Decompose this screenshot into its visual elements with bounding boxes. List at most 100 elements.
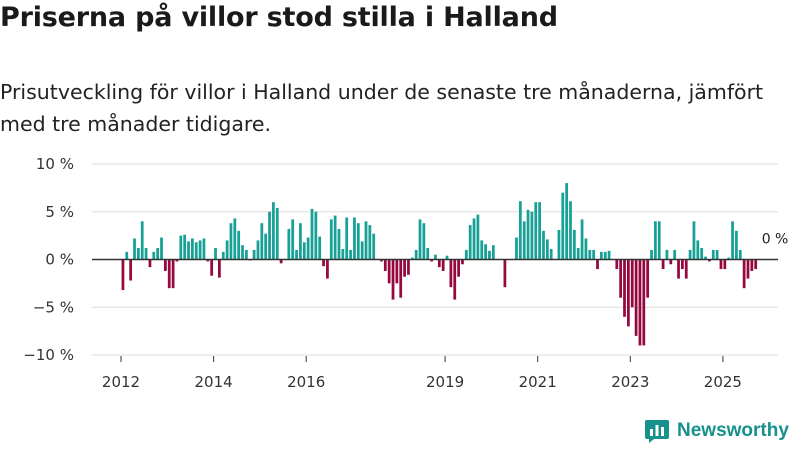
bar [526, 209, 530, 260]
y-tick-label: −10 % [23, 346, 74, 364]
bar [152, 251, 156, 260]
bar [437, 259, 441, 268]
bar [491, 245, 495, 260]
bar [615, 259, 619, 270]
bar [738, 249, 742, 260]
bar [129, 259, 133, 281]
bar [422, 223, 426, 260]
bar [538, 202, 542, 260]
bar [742, 259, 746, 289]
bar [275, 207, 279, 260]
bar [461, 259, 464, 265]
bar [410, 257, 414, 260]
bar [407, 259, 410, 275]
bar [503, 259, 507, 288]
bar [368, 225, 372, 260]
x-tick-label: 2014 [195, 373, 233, 391]
bar [383, 259, 387, 271]
bar [202, 238, 206, 260]
bar [399, 259, 403, 298]
bar [472, 218, 476, 260]
bar [673, 249, 677, 260]
bar [665, 249, 669, 260]
bar [735, 230, 738, 260]
bar [619, 259, 623, 298]
bar [233, 218, 237, 260]
bar [634, 259, 638, 336]
bar [661, 259, 665, 270]
brand-name: Newsworthy [677, 420, 789, 441]
bar [214, 248, 217, 260]
bar [572, 229, 576, 260]
bar [642, 259, 646, 346]
bar [156, 248, 160, 260]
bar [360, 241, 364, 260]
bar [218, 259, 221, 278]
bar [592, 249, 596, 260]
bar [372, 233, 376, 260]
bar [356, 223, 360, 260]
newsworthy-chart-icon [645, 420, 669, 443]
bar [596, 259, 599, 270]
bar [681, 259, 684, 270]
bar [418, 219, 422, 260]
bar [453, 259, 457, 300]
bar [426, 248, 430, 260]
bar [657, 221, 661, 260]
end-value-label: 0 % [762, 232, 789, 248]
bar [638, 259, 642, 346]
bar [341, 249, 345, 260]
x-tick-label: 2012 [102, 373, 140, 391]
x-tick-label: 2016 [287, 373, 325, 391]
bar [229, 223, 233, 260]
bar [677, 259, 680, 279]
bar [704, 256, 707, 260]
bar [264, 233, 268, 260]
bar [684, 259, 688, 279]
bar [464, 249, 468, 260]
bar [688, 249, 692, 260]
bar [441, 259, 445, 271]
bar [696, 240, 700, 260]
bar [179, 235, 183, 260]
bar [349, 249, 352, 260]
bar [723, 259, 727, 270]
bar [322, 259, 325, 267]
bar [557, 229, 561, 260]
bar [607, 250, 611, 260]
bar [434, 254, 437, 260]
bar [754, 259, 758, 270]
x-tick-label: 2021 [519, 373, 557, 391]
bar [445, 255, 449, 260]
bar [245, 249, 248, 260]
bar [669, 259, 673, 265]
bar [468, 225, 472, 260]
bar [549, 249, 553, 260]
bar [194, 242, 198, 260]
bar [646, 259, 650, 298]
bar [630, 259, 634, 308]
y-tick-label: −5 % [33, 298, 74, 316]
bar [484, 244, 487, 260]
bar [715, 249, 719, 260]
newsworthy-logo[interactable]: Newsworthy [644, 418, 789, 444]
bar [380, 259, 383, 262]
bar [221, 251, 225, 260]
bar [480, 240, 484, 260]
bar [272, 202, 275, 260]
bar [333, 215, 337, 260]
bar [580, 219, 584, 260]
bar [260, 223, 264, 260]
bar [329, 219, 333, 260]
bar [175, 259, 179, 262]
bar [326, 259, 329, 279]
bar [345, 217, 349, 260]
bar [515, 237, 518, 260]
bar [719, 259, 723, 270]
bar [291, 219, 295, 260]
bar [395, 259, 399, 284]
bar [187, 241, 190, 260]
bar [144, 248, 148, 260]
x-tick-label: 2023 [611, 373, 649, 391]
